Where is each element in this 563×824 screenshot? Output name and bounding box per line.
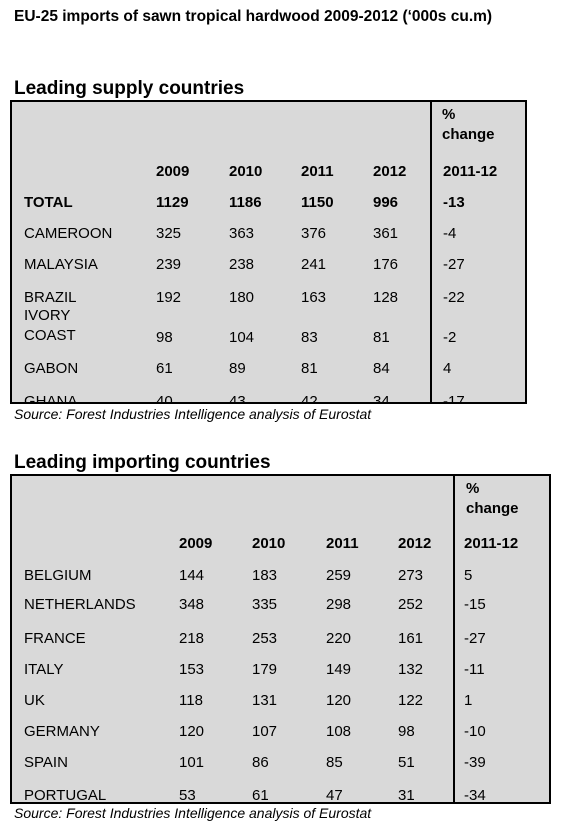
importing-heading: Leading importing countries <box>14 452 271 473</box>
col-2012: 2012 <box>398 535 432 552</box>
supply-table: 2009 2010 2011 2012 2011-12 TOTAL 1129 1… <box>24 151 513 404</box>
col-2011: 2011 <box>326 535 359 552</box>
table-row: FRANCE 218 253 220 161 -27 <box>24 630 486 647</box>
table-row: CAMEROON 325 363 376 361 -4 <box>24 225 457 242</box>
table-row: NETHERLANDS 348 335 298 252 -15 <box>24 596 486 613</box>
document-title: EU-25 imports of sawn tropical hardwood … <box>14 8 493 25</box>
supply-header-row: 2009 2010 2011 2012 2011-12 <box>24 151 513 180</box>
col-2010: 2010 <box>252 535 286 552</box>
importing-table: 2009 2010 2011 2012 2011-12 BELGIUM 144 … <box>24 524 544 804</box>
importing-header-row: 2009 2010 2011 2012 2011-12 <box>24 524 544 552</box>
col-2012: 2012 <box>373 163 407 180</box>
table-row: IVORY COAST 98 104 83 81 -2 <box>24 307 457 346</box>
supply-pct-label: % change <box>442 106 495 143</box>
importing-column-divider <box>453 476 455 802</box>
table-row: BRAZIL 192 180 163 128 -22 <box>24 289 465 306</box>
importing-table-panel: % change 2009 2010 2011 2012 2011-12 BEL… <box>10 474 551 804</box>
supply-column-divider <box>430 102 432 402</box>
table-row: BELGIUM 144 183 259 273 5 <box>24 567 473 584</box>
table-row: PORTUGAL 53 61 47 31 -34 <box>24 787 486 804</box>
table-row: ITALY 153 179 149 132 -11 <box>24 661 485 678</box>
col-2009: 2009 <box>156 163 190 180</box>
table-row: GERMANY 120 107 108 98 -10 <box>24 723 486 740</box>
supply-source-note: Source: Forest Industries Intelligence a… <box>14 406 372 422</box>
table-row: TOTAL 1129 1186 1150 996 -13 <box>24 194 465 211</box>
table-row: MALAYSIA 239 238 241 176 -27 <box>24 256 465 273</box>
importing-source-note: Source: Forest Industries Intelligence a… <box>14 805 372 821</box>
table-row: UK 118 131 120 122 1 <box>24 692 473 709</box>
col-2010: 2010 <box>229 163 263 180</box>
col-change-period: 2011-12 <box>464 535 519 552</box>
supply-heading: Leading supply countries <box>14 78 245 99</box>
col-2011: 2011 <box>301 163 334 180</box>
col-change-period: 2011-12 <box>443 163 498 180</box>
importing-pct-label: % change <box>466 480 519 517</box>
supply-table-panel: % change 2009 2010 2011 2012 2011-12 TOT… <box>10 100 527 404</box>
table-row: GHANA 40 43 42 34 -17 <box>24 393 465 404</box>
col-2009: 2009 <box>179 535 213 552</box>
table-row: SPAIN 101 86 85 51 -39 <box>24 754 486 771</box>
table-row: GABON 61 89 81 84 4 <box>24 360 452 377</box>
